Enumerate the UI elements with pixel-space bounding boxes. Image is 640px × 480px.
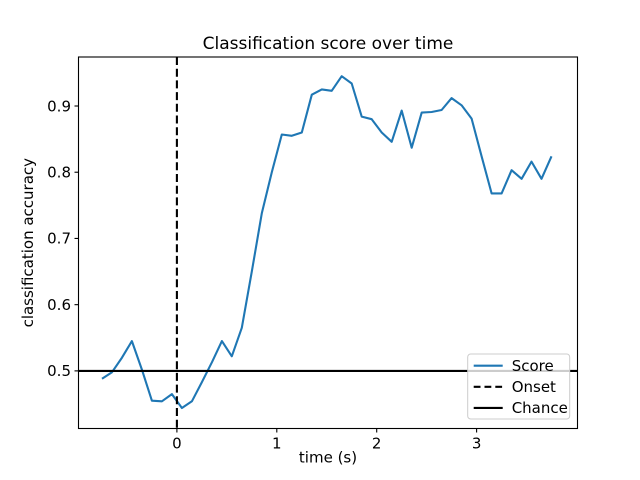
x-axis-label: time (s) xyxy=(299,449,357,467)
y-tick-label: 0.5 xyxy=(47,362,71,380)
legend-label-onset: Onset xyxy=(512,378,556,396)
axes-spines xyxy=(77,56,579,430)
y-tick-label: 0.9 xyxy=(47,97,71,115)
x-axis-ticks: 0 1 2 3 xyxy=(172,428,482,453)
legend: Score Onset Chance xyxy=(467,353,571,420)
y-tick-label: 0.8 xyxy=(47,164,71,182)
y-axis-ticks: 0.5 0.6 0.7 0.8 0.9 xyxy=(47,97,79,380)
x-tick-label: 3 xyxy=(472,435,482,453)
x-tick-label: 0 xyxy=(172,435,182,453)
chart-title: Classification score over time xyxy=(203,34,454,54)
legend-label-chance: Chance xyxy=(512,399,568,417)
legend-box xyxy=(467,353,571,420)
axes-frame xyxy=(77,56,579,430)
x-tick-label: 2 xyxy=(372,435,382,453)
y-tick-label: 0.7 xyxy=(47,230,71,248)
x-tick-label: 1 xyxy=(272,435,282,453)
y-axis-label: classification accuracy xyxy=(19,158,37,328)
legend-label-score: Score xyxy=(512,357,554,375)
y-tick-label: 0.6 xyxy=(47,296,71,314)
